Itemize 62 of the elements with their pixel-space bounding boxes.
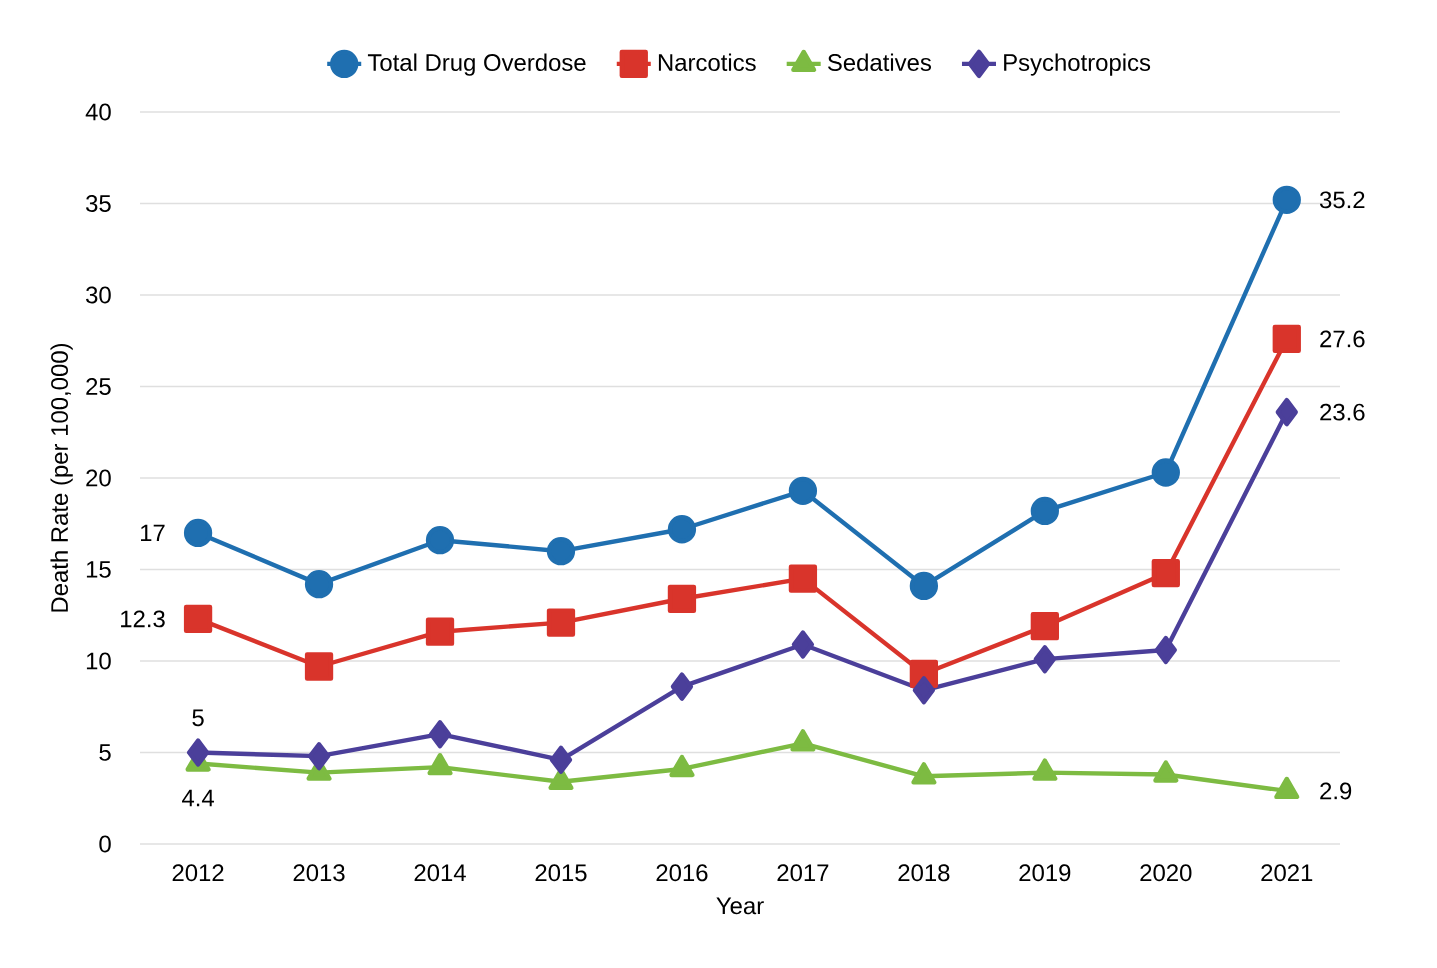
x-axis-title: Year xyxy=(716,897,764,915)
x-tick-label: 2015 xyxy=(535,864,587,882)
point xyxy=(546,608,576,637)
point xyxy=(788,476,818,505)
data-label: 4.4 xyxy=(182,789,214,807)
point xyxy=(183,518,213,548)
point xyxy=(670,672,694,701)
point xyxy=(1275,397,1298,427)
legend-label: Total Drug Overdose xyxy=(367,53,586,76)
legend-label: Narcotics xyxy=(658,53,756,71)
point xyxy=(1033,645,1056,674)
data-label: 2.9 xyxy=(1320,782,1352,800)
y-tick-label: 30 xyxy=(86,286,111,304)
point xyxy=(1154,635,1177,665)
point xyxy=(546,537,576,566)
y-tick-label: 5 xyxy=(99,744,111,761)
data-label: 35.2 xyxy=(1319,191,1365,209)
y-tick-label: 15 xyxy=(86,561,111,578)
y-axis-title: Death Rate (per 100,000) xyxy=(50,343,73,612)
x-tick-label: 2012 xyxy=(172,864,224,882)
point xyxy=(667,515,697,544)
point xyxy=(1272,185,1301,214)
x-tick-label: 2021 xyxy=(1261,864,1313,882)
point xyxy=(667,584,697,613)
x-tick-label: 2014 xyxy=(414,864,466,882)
y-tick-label: 10 xyxy=(86,652,111,670)
legend-label: Psychotropics xyxy=(1004,53,1151,76)
point xyxy=(428,720,452,749)
point xyxy=(304,569,334,599)
y-tick-label: 25 xyxy=(86,378,111,395)
legend-label: Sedatives xyxy=(827,53,932,71)
data-label: 23.6 xyxy=(1320,403,1365,421)
data-label: 5 xyxy=(192,709,204,727)
point xyxy=(788,564,818,593)
data-label: 27.6 xyxy=(1320,330,1365,348)
point xyxy=(1151,559,1180,588)
point xyxy=(425,526,455,555)
data-label: 12.3 xyxy=(121,610,165,628)
y-tick-label: 40 xyxy=(85,103,111,121)
point xyxy=(425,617,455,646)
point xyxy=(1030,612,1059,641)
point xyxy=(549,745,573,774)
point xyxy=(791,630,815,659)
y-tick-label: 35 xyxy=(86,195,111,212)
x-tick-label: 2020 xyxy=(1140,864,1192,882)
x-tick-label: 2017 xyxy=(777,864,829,882)
data-label: 17 xyxy=(141,524,165,542)
x-tick-label: 2013 xyxy=(293,864,345,882)
point xyxy=(912,676,936,705)
point xyxy=(186,738,210,767)
y-tick-label: 0 xyxy=(99,835,111,853)
x-tick-label: 2019 xyxy=(1019,864,1071,882)
point xyxy=(183,604,213,634)
x-tick-label: 2018 xyxy=(898,864,950,882)
point xyxy=(909,571,939,601)
point xyxy=(1272,324,1301,354)
x-tick-label: 2016 xyxy=(656,864,708,882)
point xyxy=(1030,496,1059,526)
point xyxy=(304,652,334,681)
y-tick-label: 20 xyxy=(86,469,111,487)
point xyxy=(307,742,331,771)
point xyxy=(1151,458,1180,487)
